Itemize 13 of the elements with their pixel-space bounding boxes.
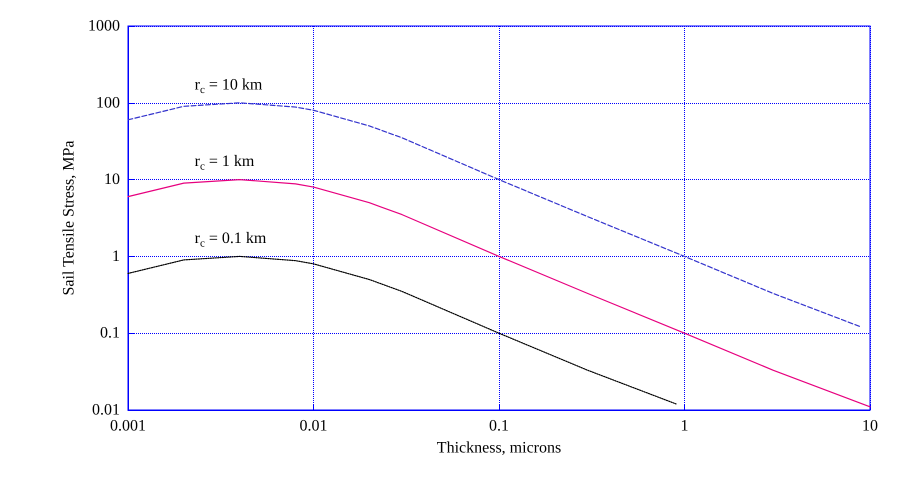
x-tick-label: 1 <box>680 418 688 434</box>
y-tick-label: 10 <box>104 171 120 188</box>
x-tick-label: 0.001 <box>110 418 146 434</box>
y-tick-label: 1000 <box>88 18 120 34</box>
x-tick-label: 0.1 <box>489 418 509 434</box>
x-tick-label: 10 <box>862 418 878 434</box>
y-tick-label: 1 <box>112 248 120 265</box>
x-axis-title: Thickness, microns <box>436 440 562 456</box>
y-tick-label: 100 <box>96 94 120 112</box>
x-tick-label: 0.01 <box>300 418 328 434</box>
y-tick-label: 0.01 <box>92 402 120 418</box>
y-axis-title: Sail Tensile Stress, MPa <box>60 140 78 296</box>
y-tick-label: 0.1 <box>100 324 120 342</box>
